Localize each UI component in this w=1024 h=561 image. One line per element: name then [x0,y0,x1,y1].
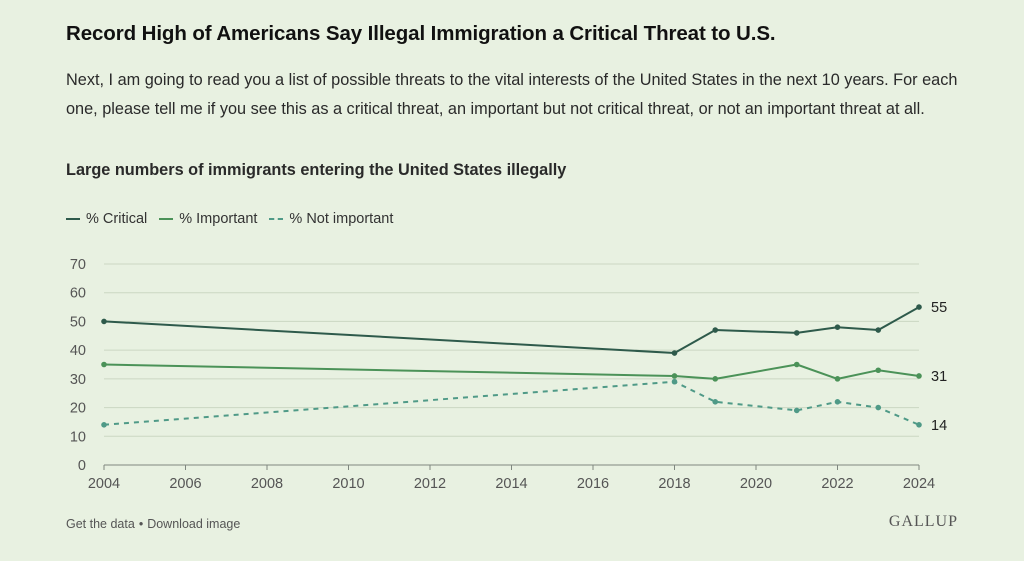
x-tick-label-2016: 2016 [577,476,609,492]
data-point-important-2022 [834,376,841,382]
footer-links: Get the data • Download image [66,517,240,531]
end-label-not_important: 14 [931,418,947,434]
legend-item-not_important: % Not important [269,211,393,227]
end-label-important: 31 [931,369,947,385]
legend-swatch-not_important [269,218,284,220]
data-point-not_important-2023 [875,404,882,411]
question-text: Next, I am going to read you a list of p… [66,71,958,118]
download-image-link[interactable]: Download image [147,517,241,531]
y-tick-label-0: 0 [78,458,86,474]
legend-label-important: % Important [179,211,258,227]
series-line-critical [103,306,920,354]
x-tick-label-2008: 2008 [251,476,283,492]
chart-legend: % Critical % Important % Not important [66,211,405,227]
end-label-critical: 55 [931,300,947,316]
data-point-not_important-2022 [834,399,841,405]
data-point-important-2024 [916,373,922,379]
y-tick-label-40: 40 [70,343,86,359]
legend-swatch-important [159,218,174,220]
legend-item-critical: % Critical [66,211,147,227]
footer-separator: • [138,517,144,531]
x-tick-label-2018: 2018 [658,476,690,492]
data-point-critical-2019 [712,327,719,333]
series-line-not_important [103,380,920,426]
data-point-not_important-2024 [916,422,922,428]
data-point-critical-2021 [793,330,800,336]
x-tick-label-2010: 2010 [332,476,364,492]
data-point-critical-2022 [834,324,841,330]
x-tick-label-2012: 2012 [414,476,446,492]
y-tick-label-50: 50 [70,314,86,330]
gallup-logo[interactable]: GALLUP [888,513,958,530]
legend-swatch-critical [66,218,80,220]
x-tick-label-2014: 2014 [495,476,527,492]
legend-item-important: % Important [159,211,257,227]
legend-label-critical: % Critical [86,211,148,227]
chart-subtitle: Large numbers of immigrants entering the… [66,161,567,179]
get-data-link[interactable]: Get the data [66,517,135,531]
x-tick-label-2020: 2020 [740,476,772,492]
y-tick-label-70: 70 [70,257,86,273]
line-chart: 0 10 20 30 40 50 60 70 2004 2006 2008 2010 2012 2014 2… [70,257,947,492]
y-tick-label-60: 60 [70,286,86,302]
y-tick-label-30: 30 [70,372,86,388]
data-point-not_important-2018 [671,378,678,385]
data-point-not_important-2004 [101,422,107,428]
x-tick-label-2024: 2024 [903,476,935,492]
data-point-critical-2018 [671,350,678,356]
data-point-not_important-2019 [712,399,719,405]
data-point-important-2021 [793,361,800,368]
data-point-important-2019 [712,376,719,382]
data-point-critical-2004 [101,318,107,325]
chart-title: Record High of Americans Say Illegal Imm… [66,22,776,45]
data-point-important-2023 [875,367,882,374]
x-tick-label-2004: 2004 [88,476,120,492]
y-tick-label-20: 20 [70,401,86,417]
data-point-important-2018 [671,373,678,379]
data-point-important-2004 [101,361,107,368]
legend-label-not_important: % Not important [289,211,394,227]
data-point-critical-2023 [875,327,882,333]
data-point-not_important-2021 [793,407,800,414]
x-tick-label-2006: 2006 [169,476,201,492]
data-point-critical-2024 [916,304,922,310]
x-tick-label-2022: 2022 [821,476,853,492]
y-tick-label-10: 10 [70,429,86,445]
